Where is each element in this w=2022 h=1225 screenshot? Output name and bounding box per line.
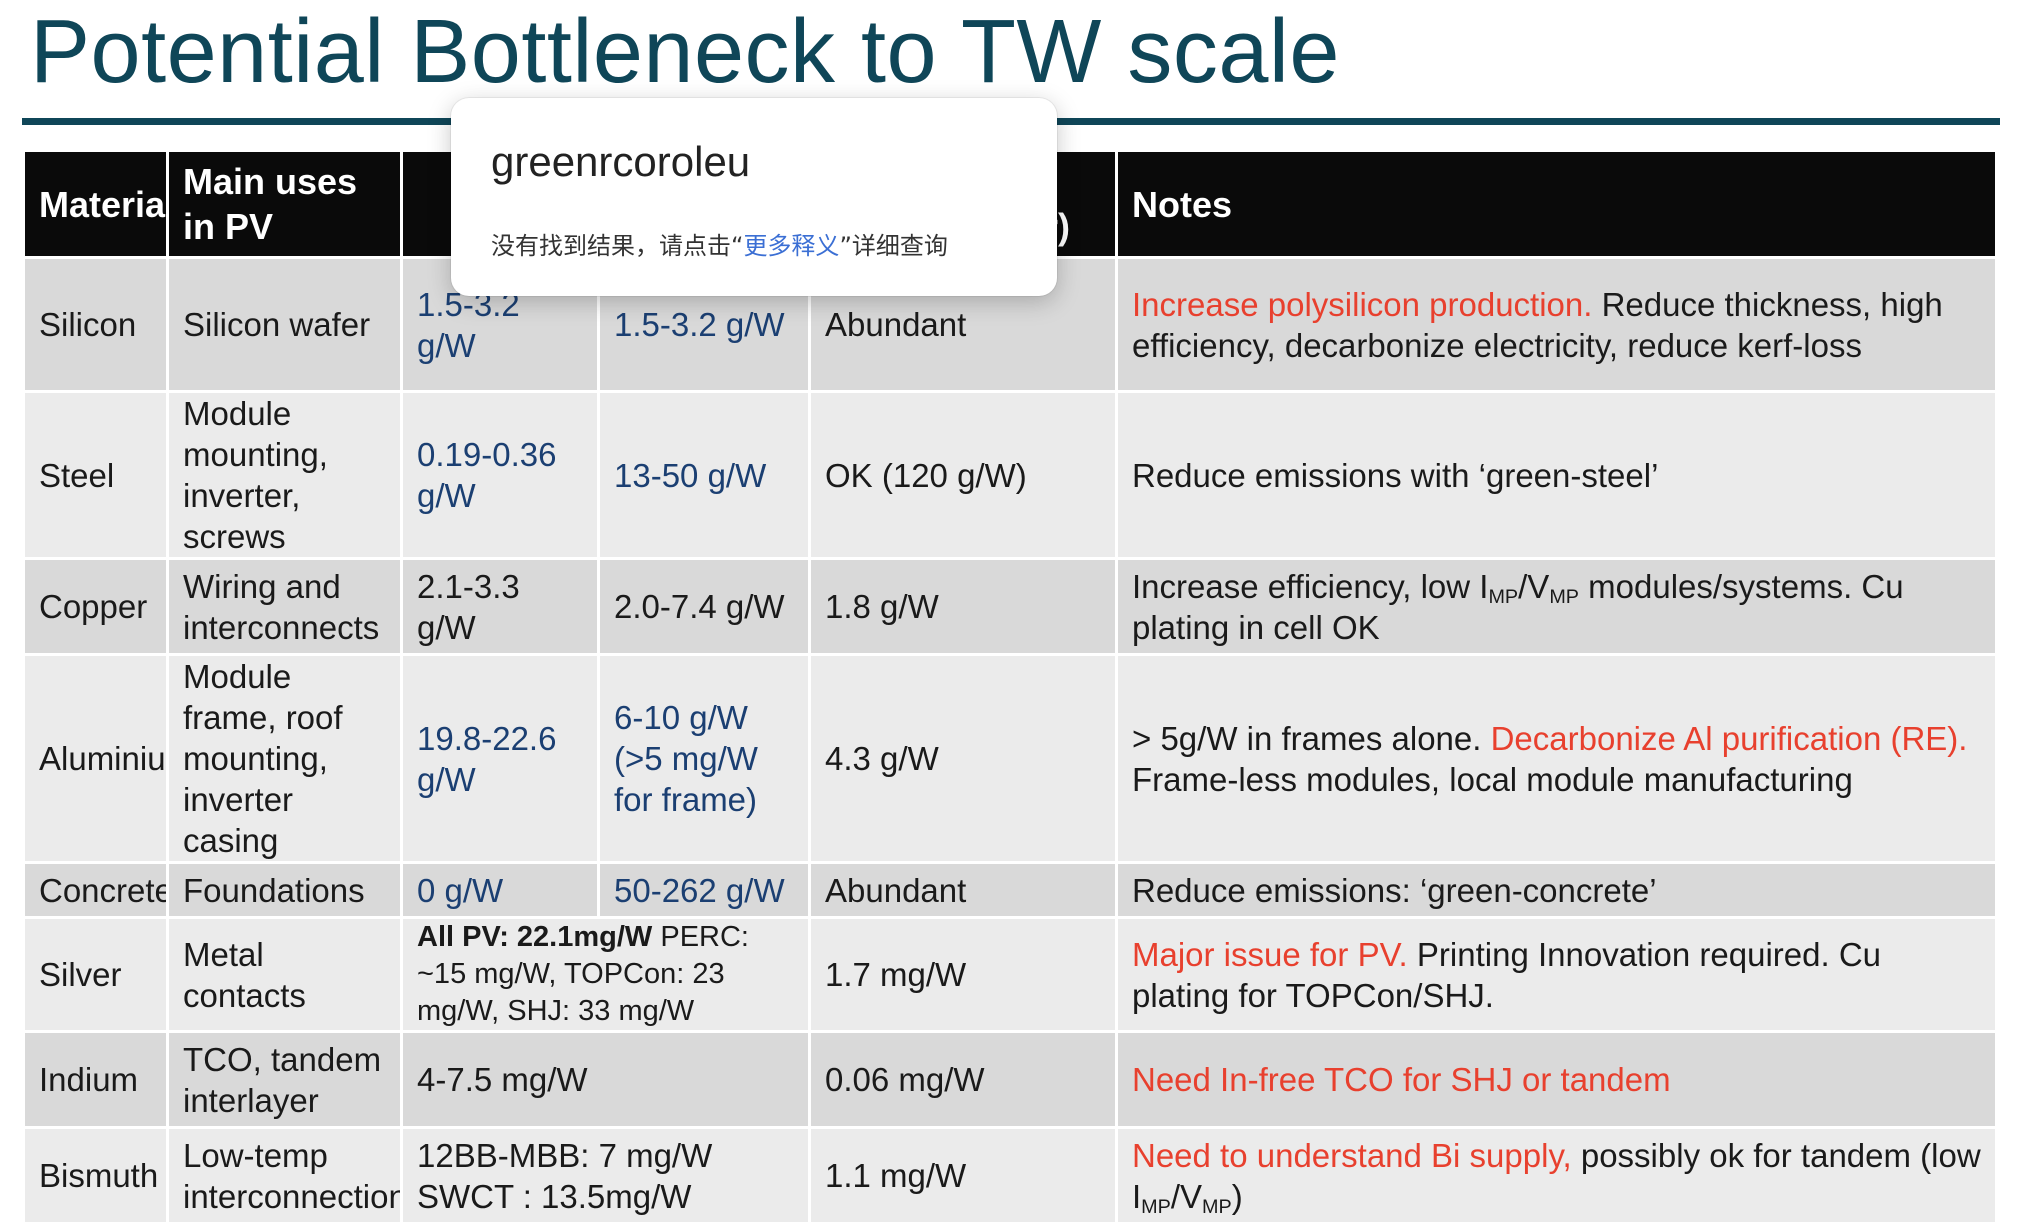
popup-message: 没有找到结果，请点击“更多释义”详细查询 — [491, 226, 948, 261]
cell-target: 0.06 mg/W — [811, 1033, 1115, 1126]
cell-notes: > 5g/W in frames alone. Decarbonize Al p… — [1118, 656, 1995, 861]
notes-text: modules/systems. Cu plating in cell OK — [1132, 567, 1904, 646]
notes-text: /V — [1518, 567, 1550, 605]
dictionary-popup: greenrcoroleu 没有找到结果，请点击“更多释义”详细查询 — [451, 98, 1057, 296]
cell-material: Steel — [25, 393, 166, 557]
notes-text: > 5g/W in frames alone. — [1132, 719, 1491, 757]
cell-target: 1.1 mg/W — [811, 1129, 1115, 1222]
cell-target: 4.3 g/W — [811, 656, 1115, 861]
table-row: Indium TCO, tandem interlayer 4-7.5 mg/W… — [25, 1033, 1995, 1126]
notes-text: Printing Innovation required. Cu plating… — [1132, 935, 1882, 1014]
notes-subscript: MP — [1202, 1195, 1232, 1218]
header-material: Material — [25, 152, 166, 256]
popup-message-text: ”详细查询 — [839, 232, 948, 260]
cell-material: Concrete — [25, 864, 166, 916]
cell-notes: Reduce emissions with ‘green-steel’ — [1118, 393, 1995, 557]
cell-col4: 13-50 g/W — [600, 393, 808, 557]
notes-text: ) — [1231, 1177, 1243, 1215]
cell-uses: Silicon wafer — [169, 259, 400, 390]
cell-material: Bismuth — [25, 1129, 166, 1222]
cell-uses: Low-temp interconnection — [169, 1129, 400, 1222]
cell-material: Aluminium — [25, 656, 166, 861]
cell-target: 1.7 mg/W — [811, 919, 1115, 1030]
cell-material: Silicon — [25, 259, 166, 390]
cell-notes: Major issue for PV. Printing Innovation … — [1118, 919, 1995, 1030]
more-definitions-link[interactable]: 更多释义 — [743, 232, 840, 260]
cell-uses: Metal contacts — [169, 919, 400, 1030]
table-row: Concrete Foundations 0 g/W 50-262 g/W Ab… — [25, 864, 1995, 916]
cell-target: OK (120 g/W) — [811, 393, 1115, 557]
cell-material: Silver — [25, 919, 166, 1030]
header-uses: Main uses in PV — [169, 152, 400, 256]
notes-highlight: Need to understand Bi supply, — [1132, 1136, 1572, 1174]
cell-uses: Foundations — [169, 864, 400, 916]
notes-subscript: MP — [1549, 585, 1579, 608]
table-row: Steel Module mounting, inverter, screws … — [25, 393, 1995, 557]
popup-word: greenrcoroleu — [491, 138, 751, 185]
cell-col3: 0.19-0.36 g/W — [403, 393, 597, 557]
cell-combined: 4-7.5 mg/W — [403, 1033, 808, 1126]
notes-highlight: Increase polysilicon production. — [1132, 285, 1593, 323]
popup-message-text: 没有找到结果，请点击“ — [491, 232, 744, 260]
notes-highlight: Need In-free TCO for SHJ or tandem — [1132, 1061, 1671, 1098]
page-title: Potential Bottleneck to TW scale — [30, 2, 1340, 102]
cell-uses: Module frame, roof mounting, inverter ca… — [169, 656, 400, 861]
cell-notes: Reduce emissions: ‘green-concrete’ — [1118, 864, 1995, 916]
cell-col3: 0 g/W — [403, 864, 597, 916]
combined-line: 12BB-MBB: 7 mg/W — [417, 1136, 713, 1174]
cell-notes: Increase efficiency, low IMP/VMP modules… — [1118, 560, 1995, 653]
table-row: Silicon Silicon wafer 1.5-3.2 g/W 1.5-3.… — [25, 259, 1995, 390]
cell-col4: 2.0-7.4 g/W — [600, 560, 808, 653]
cell-target: 1.8 g/W — [811, 560, 1115, 653]
notes-highlight: Decarbonize Al purification (RE). — [1490, 719, 1968, 757]
cell-material: Copper — [25, 560, 166, 653]
cell-target: Abundant — [811, 864, 1115, 916]
notes-subscript: MP — [1488, 585, 1519, 608]
notes-text: Frame-less modules, local module manufac… — [1132, 760, 1853, 798]
table-row: Copper Wiring and interconnects 2.1-3.3 … — [25, 560, 1995, 653]
table-row: Silver Metal contacts All PV: 22.1mg/W P… — [25, 919, 1995, 1030]
cell-combined: All PV: 22.1mg/W PERC: ~15 mg/W, TOPCon:… — [403, 919, 808, 1030]
cell-col3: 19.8-22.6 g/W — [403, 656, 597, 861]
cell-uses: Module mounting, inverter, screws — [169, 393, 400, 557]
combined-text: PERC: ~15 mg/W, TOPCon: 23 mg/W, SHJ: 33… — [417, 921, 749, 1027]
combined-line: SWCT : 13.5mg/W — [417, 1177, 692, 1215]
cell-col4: 50-262 g/W — [600, 864, 808, 916]
cell-col3: 2.1-3.3 g/W — [403, 560, 597, 653]
cell-uses: Wiring and interconnects — [169, 560, 400, 653]
notes-text: /V — [1170, 1177, 1203, 1215]
cell-notes: Need In-free TCO for SHJ or tandem — [1118, 1033, 1995, 1126]
header-notes: Notes — [1118, 152, 1995, 256]
cell-combined: 12BB-MBB: 7 mg/W SWCT : 13.5mg/W — [403, 1129, 808, 1222]
cell-notes: Need to understand Bi supply, possibly o… — [1118, 1129, 1995, 1222]
table-row: Bismuth Low-temp interconnection 12BB-MB… — [25, 1129, 1995, 1222]
notes-text: Reduce thickness, high efficiency, decar… — [1132, 285, 1943, 364]
notes-highlight: Major issue for PV. — [1132, 935, 1408, 973]
table-row: Aluminium Module frame, roof mounting, i… — [25, 656, 1995, 861]
notes-subscript: MP — [1141, 1195, 1171, 1218]
combined-bold: All PV: 22.1mg/W — [417, 921, 653, 953]
cell-col4: 6-10 g/W (>5 mg/W for frame) — [600, 656, 808, 861]
cell-uses: TCO, tandem interlayer — [169, 1033, 400, 1126]
notes-text: Increase efficiency, low I — [1132, 567, 1489, 605]
cell-material: Indium — [25, 1033, 166, 1126]
cell-notes: Increase polysilicon production. Reduce … — [1118, 259, 1995, 390]
